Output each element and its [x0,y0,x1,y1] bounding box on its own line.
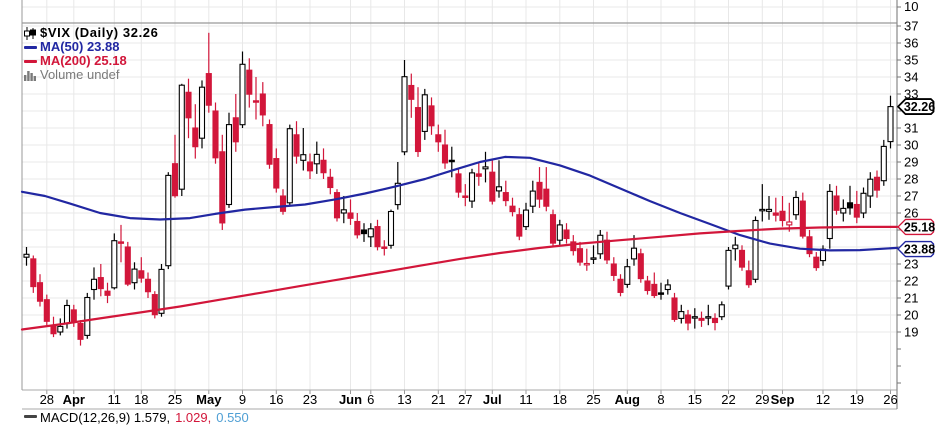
svg-text:33: 33 [904,87,918,102]
svg-text:Jun: Jun [339,392,362,407]
svg-text:11: 11 [108,392,122,407]
panel-borders [21,0,901,410]
svg-text:22: 22 [904,274,918,289]
macd-dash-icon [24,415,37,418]
x-axis-labels: 28 Apr 11 18 25 May 9 16 23 Jun 6 13 21 27 Jul 11 18 25 Au… [40,392,898,407]
svg-text:21: 21 [431,392,445,407]
macd-values: MACD(12,26,9) 1.579, [40,410,171,425]
macd-signal-value: 1.029, [175,410,212,425]
callout-23.88 [897,240,935,258]
svg-text:11: 11 [519,392,533,407]
svg-text:23: 23 [303,392,317,407]
svg-text:29: 29 [904,155,918,170]
legend-ma200-row: MA(200) 25.18 [24,54,158,68]
svg-text:10: 10 [904,0,918,14]
ma200-line [20,225,899,331]
svg-text:30: 30 [904,138,918,153]
svg-text:12: 12 [816,392,830,407]
svg-text:18: 18 [134,392,148,407]
svg-text:26: 26 [904,206,918,221]
macd-histogram-value: 0.550 [216,410,249,425]
svg-text:9: 9 [239,392,246,407]
svg-text:8: 8 [657,392,664,407]
svg-text:28: 28 [904,172,918,187]
ma50-legend: MA(50) 23.88 [40,39,120,54]
svg-text:25.18: 25.18 [904,220,935,234]
macd-legend: MACD(12,26,9) 1.579, 1.029, 0.550 [24,410,249,425]
svg-text:Sep: Sep [771,392,795,407]
svg-text:6: 6 [367,392,374,407]
ma200-dash-icon [24,59,37,63]
svg-text:31: 31 [904,121,918,136]
svg-text:32.26: 32.26 [904,100,935,114]
volume-bars-icon [24,69,36,81]
svg-text:19: 19 [850,392,864,407]
svg-text:34: 34 [904,70,918,85]
symbol-title: $VIX (Daily) 32.26 [40,25,159,40]
svg-text:16: 16 [269,392,283,407]
svg-text:15: 15 [688,392,702,407]
svg-text:28: 28 [40,392,54,407]
svg-text:13: 13 [397,392,411,407]
svg-text:Apr: Apr [63,392,85,407]
svg-text:37: 37 [904,19,918,34]
ma50-dash-icon [24,45,37,49]
svg-text:35: 35 [904,53,918,68]
vertical-gridlines [46,0,891,394]
svg-text:27: 27 [904,189,918,204]
y-axis-labels: 37 36 35 34 33 31 30 29 28 27 26 23 22 21 20 19 10 [904,0,918,340]
legend-ma50-row: MA(50) 23.88 [24,40,158,54]
callout-25.18 [897,218,935,236]
ma50-line [20,155,899,252]
svg-text:27: 27 [458,392,472,407]
svg-text:23: 23 [904,257,918,272]
svg-text:26: 26 [883,392,897,407]
candlestick-chart-icon [24,26,36,40]
svg-text:36: 36 [904,36,918,51]
svg-text:Jul: Jul [483,392,502,407]
svg-text:19: 19 [904,325,918,340]
svg-text:25: 25 [586,392,600,407]
svg-text:May: May [196,392,222,407]
svg-text:18: 18 [553,392,567,407]
price-callouts: 32.26 25.18 23.88 [897,98,935,258]
svg-text:29: 29 [755,392,769,407]
volume-legend: Volume undef [40,67,120,82]
svg-text:23.88: 23.88 [904,243,935,257]
ma200-legend: MA(200) 25.18 [40,53,127,68]
callout-32.26 [897,98,935,115]
svg-text:20: 20 [904,308,918,323]
chart-legend: $VIX (Daily) 32.26 MA(50) 23.88 MA(200) … [24,26,158,82]
svg-text:25: 25 [168,392,182,407]
legend-volume-row: Volume undef [24,68,158,82]
svg-text:Aug: Aug [615,392,640,407]
candles[interactable] [23,32,894,346]
legend-symbol-row: $VIX (Daily) 32.26 [24,26,158,40]
svg-text:22: 22 [721,392,735,407]
svg-text:21: 21 [904,291,918,306]
